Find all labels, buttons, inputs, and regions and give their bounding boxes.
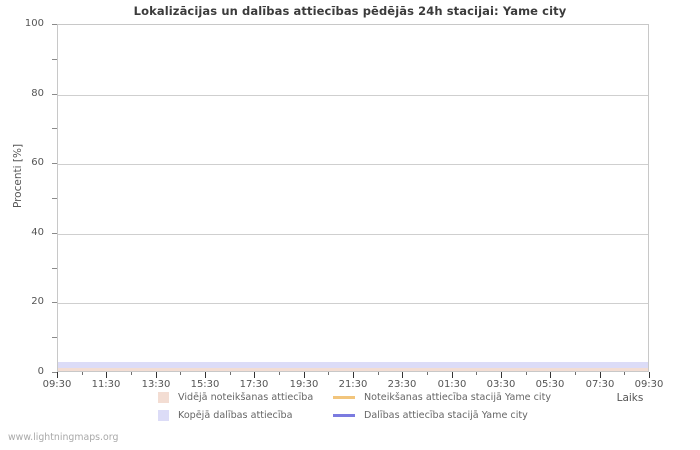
y-tick-major [52, 372, 57, 373]
watermark-text: www.lightningmaps.org [8, 432, 119, 443]
gridline [58, 233, 648, 235]
y-tick-major [52, 24, 57, 25]
x-tick-major [452, 372, 453, 378]
series-area-kopeja-dalibas-attieciba [58, 362, 648, 371]
legend-label: Kopējā dalības attiecība [178, 410, 293, 421]
x-tick-minor [427, 372, 428, 375]
y-tick-label: 80 [31, 87, 44, 99]
y-tick-label: 20 [31, 296, 44, 308]
legend-label: Vidējā noteikšanas attiecība [178, 392, 314, 403]
x-tick-label: 05:30 [535, 379, 565, 390]
legend-item[interactable]: Noteikšanas attiecība stacijā Yame city [333, 392, 551, 403]
y-tick-minor [52, 267, 57, 269]
x-tick-major [156, 372, 157, 378]
x-tick-minor [180, 372, 181, 375]
x-tick-label: 09:30 [634, 379, 664, 390]
x-tick-major [205, 372, 206, 378]
y-tick-label: 100 [24, 18, 44, 29]
legend-label: Noteikšanas attiecība stacijā Yame city [364, 392, 552, 403]
gridline [58, 94, 648, 96]
x-tick-minor [526, 372, 527, 375]
x-tick-minor [624, 372, 625, 375]
x-tick-label: 19:30 [289, 379, 319, 390]
x-tick-label: 13:30 [141, 379, 171, 390]
x-axis-label: Laiks [616, 392, 644, 404]
y-tick-major [52, 93, 57, 95]
legend-item[interactable]: Vidējā noteikšanas attiecība [158, 392, 313, 403]
y-tick-major [52, 163, 57, 165]
y-tick-major [52, 302, 57, 304]
x-tick-major [402, 372, 403, 378]
x-tick-minor [476, 372, 477, 375]
x-tick-label: 23:30 [387, 379, 417, 390]
x-tick-label: 09:30 [42, 379, 72, 390]
chart-legend: Vidējā noteikšanas attiecība Kopējā dalī… [0, 391, 700, 427]
legend-swatch-icon [158, 410, 169, 421]
gridline [58, 303, 648, 305]
y-tick-minor [52, 337, 57, 339]
y-tick-label: 40 [31, 226, 44, 238]
x-tick-major [550, 372, 551, 378]
legend-item[interactable]: Kopējā dalības attiecība [158, 410, 292, 421]
x-tick-major [254, 372, 255, 378]
y-tick-label: 60 [31, 157, 44, 169]
x-tick-minor [575, 372, 576, 375]
legend-line-icon [333, 396, 355, 399]
legend-swatch-icon [158, 392, 169, 403]
x-tick-label: 17:30 [239, 379, 269, 390]
x-tick-minor [328, 372, 329, 375]
x-tick-minor [279, 372, 280, 375]
plot-area [57, 24, 649, 372]
gridline [58, 164, 648, 166]
x-tick-major [353, 372, 354, 378]
x-tick-major [600, 372, 601, 378]
y-tick-minor [52, 128, 57, 130]
x-tick-label: 01:30 [437, 379, 467, 390]
legend-item[interactable]: Dalības attiecība stacijā Yame city [333, 410, 528, 421]
x-tick-label: 03:30 [486, 379, 516, 390]
x-tick-minor [82, 372, 83, 375]
y-tick-minor [52, 198, 57, 199]
x-tick-major [649, 372, 650, 378]
x-tick-label: 15:30 [190, 379, 220, 390]
y-tick-label: 0 [37, 366, 44, 377]
x-tick-minor [230, 372, 231, 375]
series-area-videja-noteiksanas-attieciba [58, 367, 648, 371]
y-tick-minor [52, 58, 57, 60]
x-tick-label: 21:30 [338, 379, 368, 390]
x-tick-major [501, 372, 502, 378]
x-tick-minor [378, 372, 379, 375]
legend-line-icon [333, 414, 355, 417]
x-tick-major [106, 372, 107, 378]
y-tick-major [52, 232, 57, 234]
x-tick-label: 11:30 [91, 379, 121, 390]
x-tick-major [57, 372, 58, 378]
x-tick-major [304, 372, 305, 378]
x-tick-label: 07:30 [585, 379, 615, 390]
chart-title: Lokalizācijas un dalības attiecības pēdē… [133, 4, 567, 18]
legend-label: Dalības attiecība stacijā Yame city [364, 410, 528, 421]
x-tick-minor [131, 372, 132, 375]
